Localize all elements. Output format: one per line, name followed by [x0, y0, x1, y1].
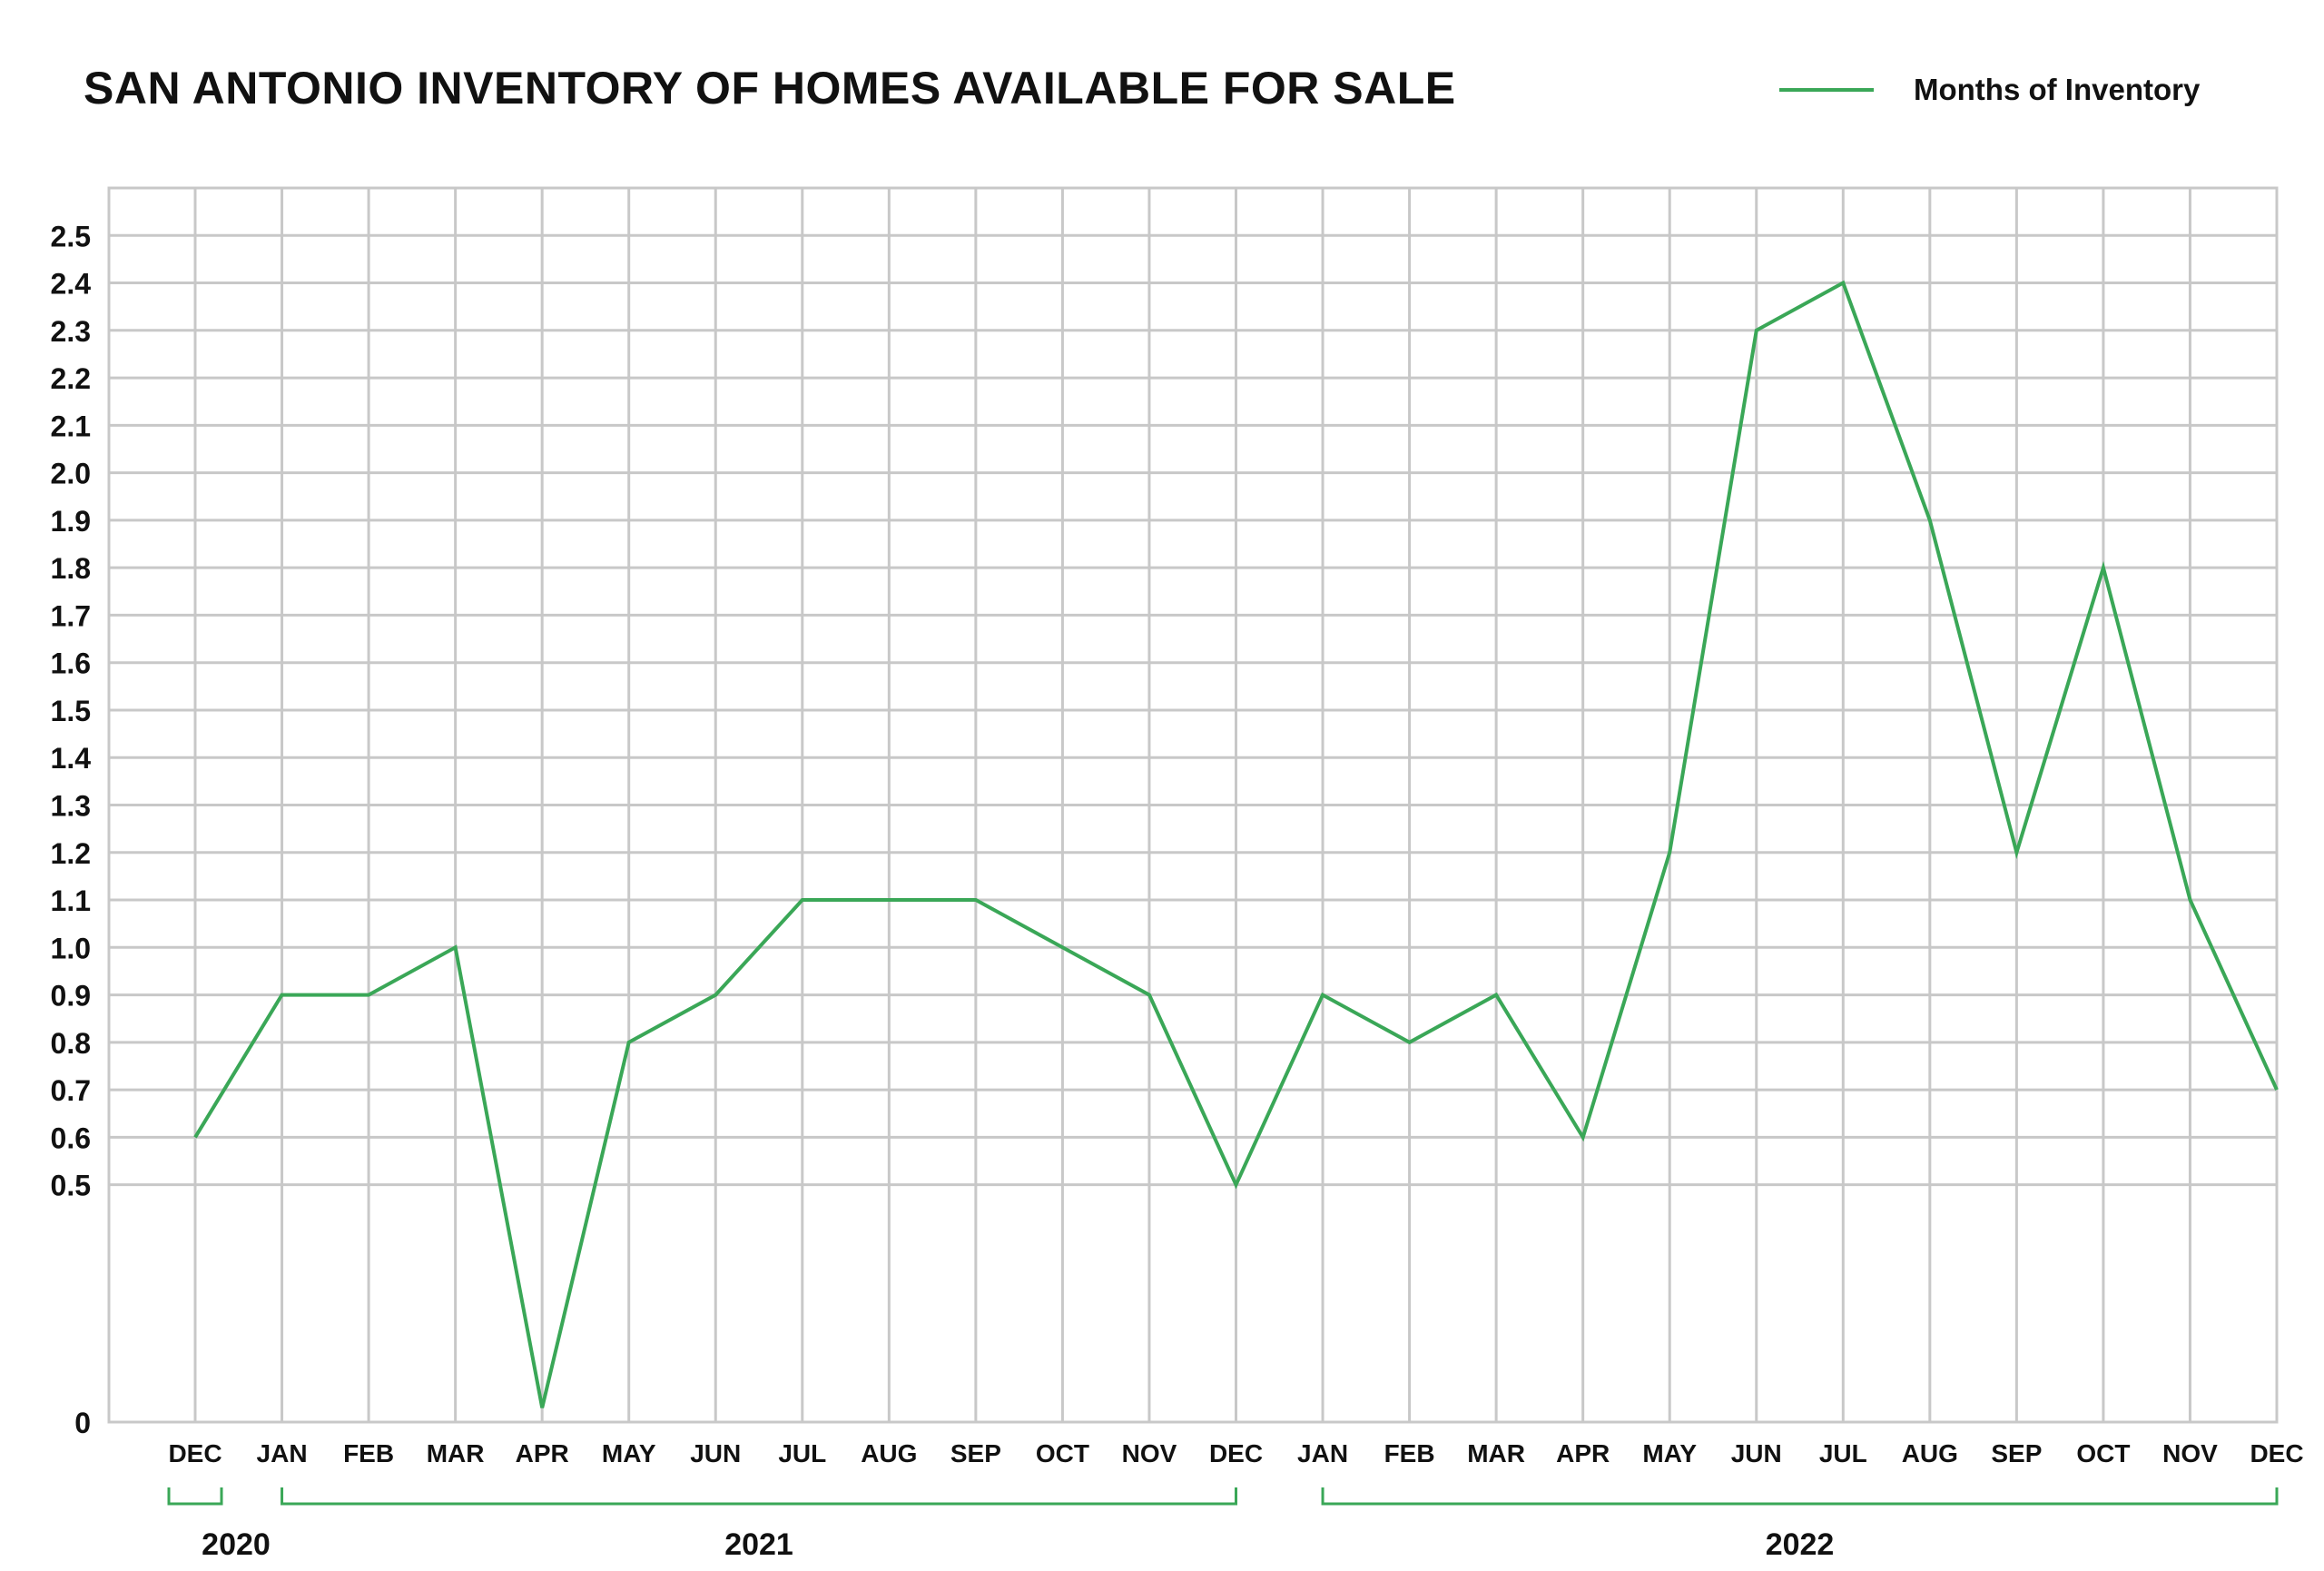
- y-tick-label: 0.8: [51, 1027, 91, 1060]
- x-tick-label: MAR: [1467, 1439, 1525, 1467]
- y-tick-label: 1.0: [51, 932, 91, 964]
- x-tick-label: AUG: [861, 1439, 917, 1467]
- x-tick-label: NOV: [1122, 1439, 1177, 1467]
- y-tick-label: 2.0: [51, 458, 91, 490]
- y-tick-label: 2.5: [51, 220, 91, 252]
- x-tick-label: FEB: [1384, 1439, 1435, 1467]
- year-label: 2022: [1766, 1527, 1835, 1562]
- y-tick-label: 1.7: [51, 599, 91, 632]
- year-label: 2021: [724, 1527, 793, 1562]
- y-tick-label: 1.5: [51, 695, 91, 727]
- legend-line-swatch: [1779, 88, 1874, 92]
- year-bracket: [167, 1487, 223, 1506]
- y-tick-label: 1.8: [51, 552, 91, 585]
- x-tick-label: AUG: [1902, 1439, 1958, 1467]
- x-tick-label: JAN: [257, 1439, 308, 1467]
- y-tick-label: 0.5: [51, 1170, 91, 1202]
- chart-title: SAN ANTONIO INVENTORY OF HOMES AVAILABLE…: [84, 63, 1456, 114]
- x-tick-label: APR: [1556, 1439, 1610, 1467]
- y-tick-label: 0.7: [51, 1074, 91, 1107]
- y-tick-label: 0.9: [51, 980, 91, 1013]
- x-tick-label: OCT: [2076, 1439, 2130, 1467]
- x-tick-label: DEC: [2250, 1439, 2303, 1467]
- x-tick-label: MAY: [602, 1439, 656, 1467]
- y-tick-label: 2.3: [51, 315, 91, 348]
- year-bracket: [281, 1487, 1237, 1506]
- y-tick-label: 0.6: [51, 1121, 91, 1154]
- x-tick-label: JAN: [1297, 1439, 1348, 1467]
- y-tick-label: 1.4: [51, 742, 92, 775]
- x-tick-label: JUL: [1819, 1439, 1867, 1467]
- y-tick-label: 1.9: [51, 505, 91, 538]
- x-tick-label: DEC: [1209, 1439, 1263, 1467]
- x-tick-label: FEB: [343, 1439, 394, 1467]
- x-tick-label: DEC: [168, 1439, 222, 1467]
- y-tick-label: 2.1: [51, 410, 91, 442]
- y-tick-label: 1.2: [51, 837, 91, 870]
- y-tick-label: 1.6: [51, 647, 91, 680]
- y-tick-label: 2.2: [51, 362, 91, 395]
- x-tick-label: SEP: [950, 1439, 1001, 1467]
- y-tick-label: 0: [74, 1407, 91, 1439]
- x-tick-label: APR: [516, 1439, 569, 1467]
- series-line: [193, 280, 2279, 1408]
- y-tick-label: 1.1: [51, 884, 91, 917]
- y-tick-label: 1.3: [51, 790, 91, 823]
- x-tick-label: MAY: [1642, 1439, 1697, 1467]
- x-tick-label: JUN: [690, 1439, 741, 1467]
- legend-label: Months of Inventory: [1914, 73, 2201, 106]
- year-label: 2020: [202, 1527, 271, 1562]
- y-tick-label: 2.4: [51, 268, 92, 301]
- x-tick-label: NOV: [2162, 1439, 2218, 1467]
- x-tick-label: SEP: [1991, 1439, 2042, 1467]
- x-tick-label: JUN: [1731, 1439, 1782, 1467]
- year-bracket: [1321, 1487, 2279, 1506]
- x-tick-label: MAR: [427, 1439, 485, 1467]
- legend: Months of Inventory: [1779, 73, 2200, 107]
- x-tick-label: OCT: [1036, 1439, 1089, 1467]
- x-tick-label: JUL: [778, 1439, 826, 1467]
